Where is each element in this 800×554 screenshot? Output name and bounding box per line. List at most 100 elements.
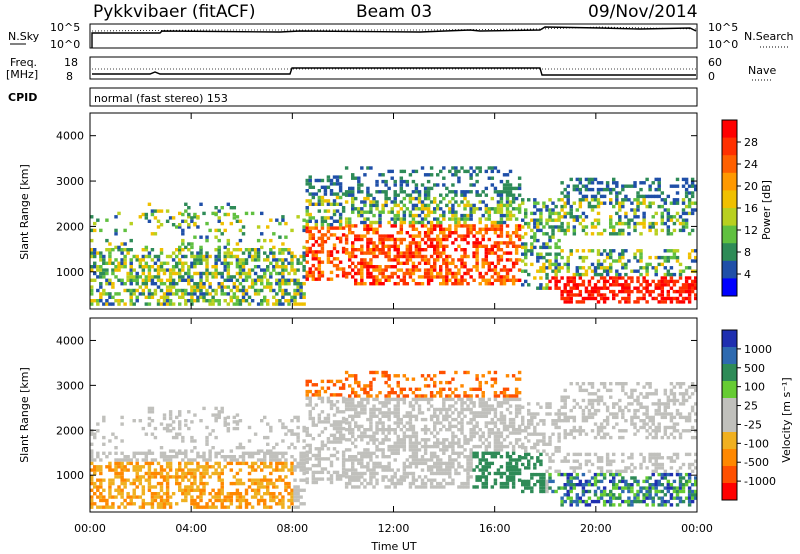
- echo-cell: [135, 475, 139, 479]
- echo-cell: [360, 431, 364, 435]
- echo-cell: [511, 478, 516, 482]
- echo-cell: [332, 423, 337, 427]
- echo-cell: [439, 200, 443, 204]
- echo-cell: [344, 217, 349, 221]
- echo-cell: [108, 295, 112, 299]
- echo-cell: [575, 300, 580, 304]
- echo-cell: [514, 377, 519, 381]
- echo-cell: [117, 299, 121, 303]
- echo-cell: [360, 278, 364, 282]
- echo-cell: [165, 209, 170, 213]
- echo-cell: [99, 485, 103, 489]
- echo-cell: [548, 486, 552, 490]
- echo-cell: [369, 428, 373, 432]
- echo-cell: [633, 184, 637, 188]
- echo-cell: [232, 420, 237, 424]
- echo-cell: [111, 285, 115, 289]
- echo-cell: [390, 271, 394, 276]
- echo-cell: [369, 271, 373, 276]
- echo-cell: [299, 465, 303, 469]
- echo-cell: [235, 278, 240, 282]
- echo-cell: [508, 169, 513, 174]
- echo-cell: [202, 458, 206, 462]
- echo-cell: [472, 234, 476, 238]
- echo-cell: [448, 387, 452, 391]
- echo-cell: [454, 166, 458, 170]
- echo-cell: [457, 428, 461, 432]
- echo-cell: [326, 386, 331, 390]
- echo-cell: [253, 271, 258, 276]
- echo-cell: [111, 495, 115, 499]
- echo-cell: [417, 241, 422, 245]
- echo-cell: [357, 401, 361, 405]
- echo-cell: [314, 178, 319, 183]
- echo-cell: [256, 258, 261, 262]
- echo-cell: [305, 457, 309, 461]
- echo-cell: [363, 251, 367, 255]
- echo-cell: [423, 213, 428, 218]
- echo-cell: [426, 234, 431, 238]
- echo-cell: [408, 438, 413, 442]
- echo-cell: [505, 278, 510, 282]
- echo-cell: [266, 254, 270, 259]
- echo-cell: [217, 254, 221, 259]
- echo-cell: [326, 223, 331, 227]
- echo-cell: [463, 234, 467, 238]
- echo-cell: [287, 468, 291, 472]
- echo-cell: [396, 468, 400, 472]
- echo-cell: [244, 275, 249, 279]
- echo-cell: [420, 444, 425, 449]
- echo-cell: [381, 244, 385, 248]
- echo-cell: [171, 216, 176, 220]
- echo-cell: [530, 446, 534, 450]
- echo-cell: [332, 447, 337, 451]
- echo-cell: [244, 211, 249, 216]
- echo-cell: [253, 282, 258, 286]
- echo-cell: [311, 257, 316, 261]
- echo-cell: [448, 254, 452, 259]
- echo-cell: [266, 282, 270, 286]
- echo-cell: [587, 279, 592, 284]
- echo-cell: [147, 481, 152, 486]
- echo-cell: [344, 468, 349, 472]
- echo-cell: [275, 261, 279, 265]
- echo-cell: [493, 424, 498, 429]
- echo-cell: [290, 492, 294, 496]
- echo-cell: [487, 278, 492, 282]
- echo-cell: [493, 394, 498, 398]
- echo-cell: [229, 254, 234, 259]
- echo-cell: [363, 234, 367, 238]
- echo-cell: [493, 444, 498, 449]
- echo-cell: [451, 196, 455, 201]
- echo-cell: [627, 218, 631, 222]
- echo-cell: [351, 275, 355, 279]
- echo-cell: [165, 268, 170, 272]
- echo-cell: [381, 268, 385, 272]
- echo-cell: [344, 407, 349, 412]
- echo-cell: [175, 282, 179, 286]
- echo-cell: [505, 397, 510, 402]
- echo-cell: [466, 241, 470, 245]
- echo-cell: [645, 194, 649, 199]
- echo-cell: [429, 485, 434, 489]
- echo-cell: [120, 461, 124, 466]
- echo-cell: [272, 455, 276, 459]
- echo-cell: [296, 465, 300, 469]
- echo-cell: [681, 221, 686, 226]
- echo-cell: [220, 488, 224, 492]
- echo-cell: [411, 414, 416, 418]
- echo-cell: [496, 271, 501, 276]
- echo-cell: [475, 394, 479, 398]
- echo-cell: [308, 185, 312, 189]
- echo-cell: [381, 370, 385, 375]
- echo-cell: [329, 192, 334, 196]
- echo-cell: [484, 458, 489, 462]
- echo-cell: [466, 271, 470, 276]
- echo-cell: [511, 451, 516, 455]
- echo-cell: [666, 208, 671, 212]
- echo-cell: [178, 423, 182, 427]
- echo-cell: [202, 406, 206, 411]
- echo-cell: [181, 242, 185, 246]
- echo-cell: [542, 439, 546, 443]
- echo-cell: [357, 268, 361, 272]
